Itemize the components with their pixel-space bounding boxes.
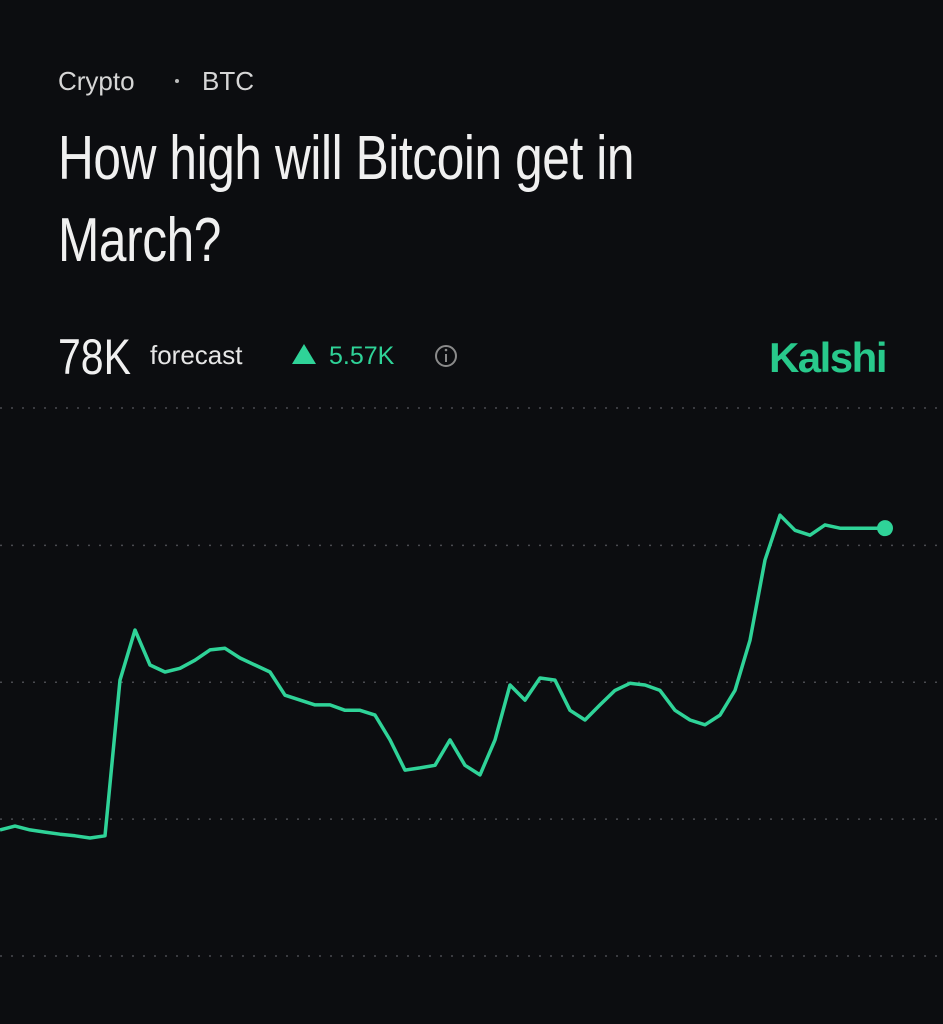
price-line [0, 513, 885, 840]
category[interactable]: Crypto [58, 66, 135, 96]
info-icon[interactable] [435, 345, 457, 367]
title: How high will Bitcoin get in March? [58, 124, 635, 275]
brand-logo[interactable]: Kalshi [769, 334, 888, 381]
forecast-value: 78K [58, 329, 131, 385]
up-arrow [292, 344, 316, 364]
end-dot [877, 520, 893, 537]
separator [175, 79, 179, 83]
forecast-label: forecast [150, 340, 243, 370]
ticker[interactable]: BTC [202, 66, 254, 96]
change: 5.57K [329, 342, 395, 370]
